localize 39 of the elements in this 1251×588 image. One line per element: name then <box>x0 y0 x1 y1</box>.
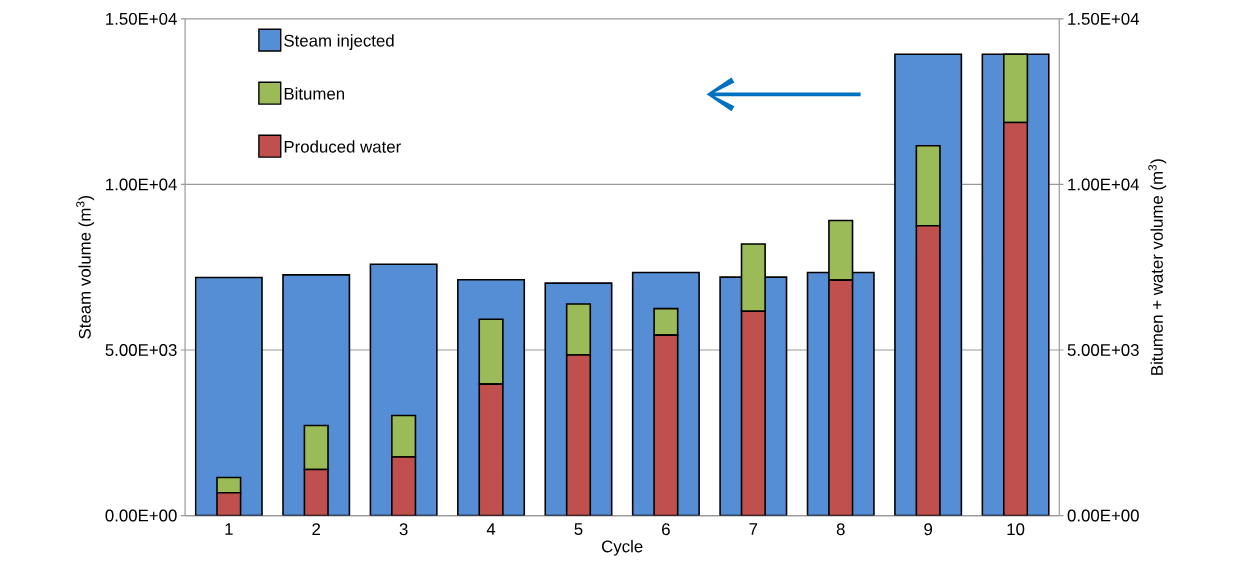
bar <box>479 384 503 516</box>
bar <box>391 456 416 516</box>
y2-tick-label: 0.00E+00 <box>1067 509 1139 522</box>
bar <box>566 354 591 516</box>
x-axis-title: Cycle <box>602 539 643 556</box>
x-tick-label: 9 <box>924 523 933 536</box>
x-tick-label: 8 <box>836 523 845 536</box>
x-tick-label: 10 <box>1007 523 1025 536</box>
bar <box>303 424 329 471</box>
bar <box>915 144 941 227</box>
bar <box>740 243 766 313</box>
y-axis-title: Steam volume (m$^{3}$) <box>76 195 95 339</box>
bar <box>565 303 592 356</box>
x-tick-label: 2 <box>312 523 321 535</box>
bar <box>478 318 504 385</box>
x-tick-label: 6 <box>662 523 670 536</box>
bar <box>916 225 940 516</box>
legend-label: Produced water <box>284 140 401 153</box>
x-tick-label: 4 <box>486 523 496 535</box>
y-tick-label: 1.00E+04 <box>106 178 177 191</box>
bar <box>654 335 678 516</box>
x-tick-label: 7 <box>749 523 758 535</box>
legend-label: Bitumen <box>284 87 345 100</box>
x-tick-label: 5 <box>574 523 583 535</box>
bar <box>195 277 263 516</box>
bar <box>391 414 417 458</box>
y2-tick-label: 1.50E+04 <box>1068 12 1140 25</box>
x-tick-label: 3 <box>399 523 408 536</box>
y2-axis-title: Bitumen + water volume (m$^{3}$) <box>1148 159 1167 375</box>
x-tick-label: 1 <box>225 523 233 535</box>
y-tick-label: 1.50E+04 <box>106 12 177 25</box>
bar <box>653 307 679 336</box>
y-tick-label: 5.00E+03 <box>105 344 177 356</box>
y2-tick-label: 1.00E+04 <box>1068 178 1140 191</box>
legend-label: Steam injected <box>284 34 394 50</box>
y2-tick-label: 5.00E+03 <box>1067 344 1139 356</box>
y-tick-label: 0.00E+00 <box>105 509 177 522</box>
bar <box>304 469 329 516</box>
bar <box>828 219 854 281</box>
